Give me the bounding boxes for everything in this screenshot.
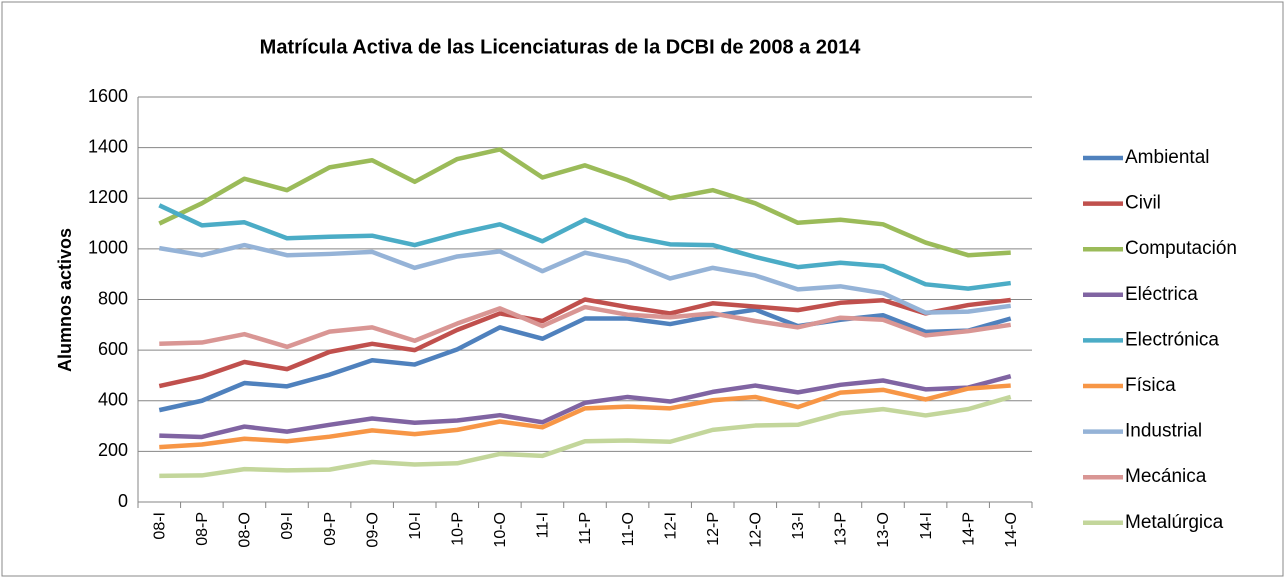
x-tick-label: 14-O bbox=[1003, 512, 1020, 548]
series-line bbox=[158, 307, 1012, 413]
y-tick-label: 1600 bbox=[88, 86, 128, 106]
x-tick-label: 13-P bbox=[833, 512, 850, 546]
x-tick-label: 13-I bbox=[790, 512, 807, 540]
chart-title: Matrícula Activa de las Licenciaturas de… bbox=[260, 36, 862, 58]
x-tick-label: 09-O bbox=[364, 512, 381, 548]
x-tick-label: 12-P bbox=[705, 512, 722, 546]
series-line bbox=[158, 242, 1012, 315]
x-tick-label: 14-I bbox=[918, 512, 935, 540]
series-line bbox=[159, 304, 1012, 350]
y-tick-label: 1400 bbox=[88, 136, 128, 156]
y-axis-label: Alumnos activos bbox=[55, 228, 75, 372]
series-line bbox=[159, 383, 1011, 450]
x-tick-label: 09-I bbox=[279, 512, 296, 540]
legend-label: Industrial bbox=[1125, 421, 1202, 442]
x-tick-label: 13-O bbox=[875, 512, 892, 548]
legend-label: Computación bbox=[1125, 238, 1237, 259]
legend-label: Civil bbox=[1125, 193, 1161, 214]
x-tick-label: 08-P bbox=[194, 512, 211, 546]
x-tick-label: 12-O bbox=[748, 512, 765, 548]
x-tick-label: 11-O bbox=[620, 512, 637, 546]
y-tick-label: 800 bbox=[98, 288, 128, 308]
y-tick-label: 600 bbox=[98, 339, 128, 359]
legend-label: Física bbox=[1125, 375, 1176, 396]
series-line bbox=[159, 374, 1012, 440]
x-tick-label: 12-I bbox=[662, 512, 679, 540]
x-tick-label: 08-I bbox=[152, 512, 169, 540]
y-tick-label: 1200 bbox=[88, 187, 128, 207]
legend-label: Metalúrgica bbox=[1125, 512, 1224, 533]
series-line bbox=[159, 394, 1012, 479]
series-line bbox=[158, 203, 1012, 291]
series-line bbox=[158, 147, 1011, 258]
series-line bbox=[158, 297, 1011, 389]
legend-label: Ambiental bbox=[1125, 147, 1210, 168]
x-tick-label: 10-I bbox=[407, 512, 424, 540]
y-tick-label: 1000 bbox=[88, 238, 128, 258]
legend-label: Electrónica bbox=[1125, 329, 1219, 350]
x-tick-label: 08-O bbox=[237, 512, 254, 548]
x-tick-label: 10-O bbox=[492, 512, 509, 548]
x-tick-label: 11-I bbox=[535, 512, 552, 538]
x-tick-label: 09-P bbox=[322, 512, 339, 546]
y-tick-label: 0 bbox=[118, 491, 128, 511]
y-tick-label: 200 bbox=[98, 440, 128, 460]
legend-label: Mecánica bbox=[1125, 466, 1207, 487]
y-tick-label: 400 bbox=[98, 390, 128, 410]
legend-label: Eléctrica bbox=[1125, 284, 1198, 305]
x-tick-label: 11-P bbox=[577, 512, 594, 545]
x-tick-label: 10-P bbox=[450, 512, 467, 546]
x-tick-label: 14-P bbox=[960, 512, 977, 546]
